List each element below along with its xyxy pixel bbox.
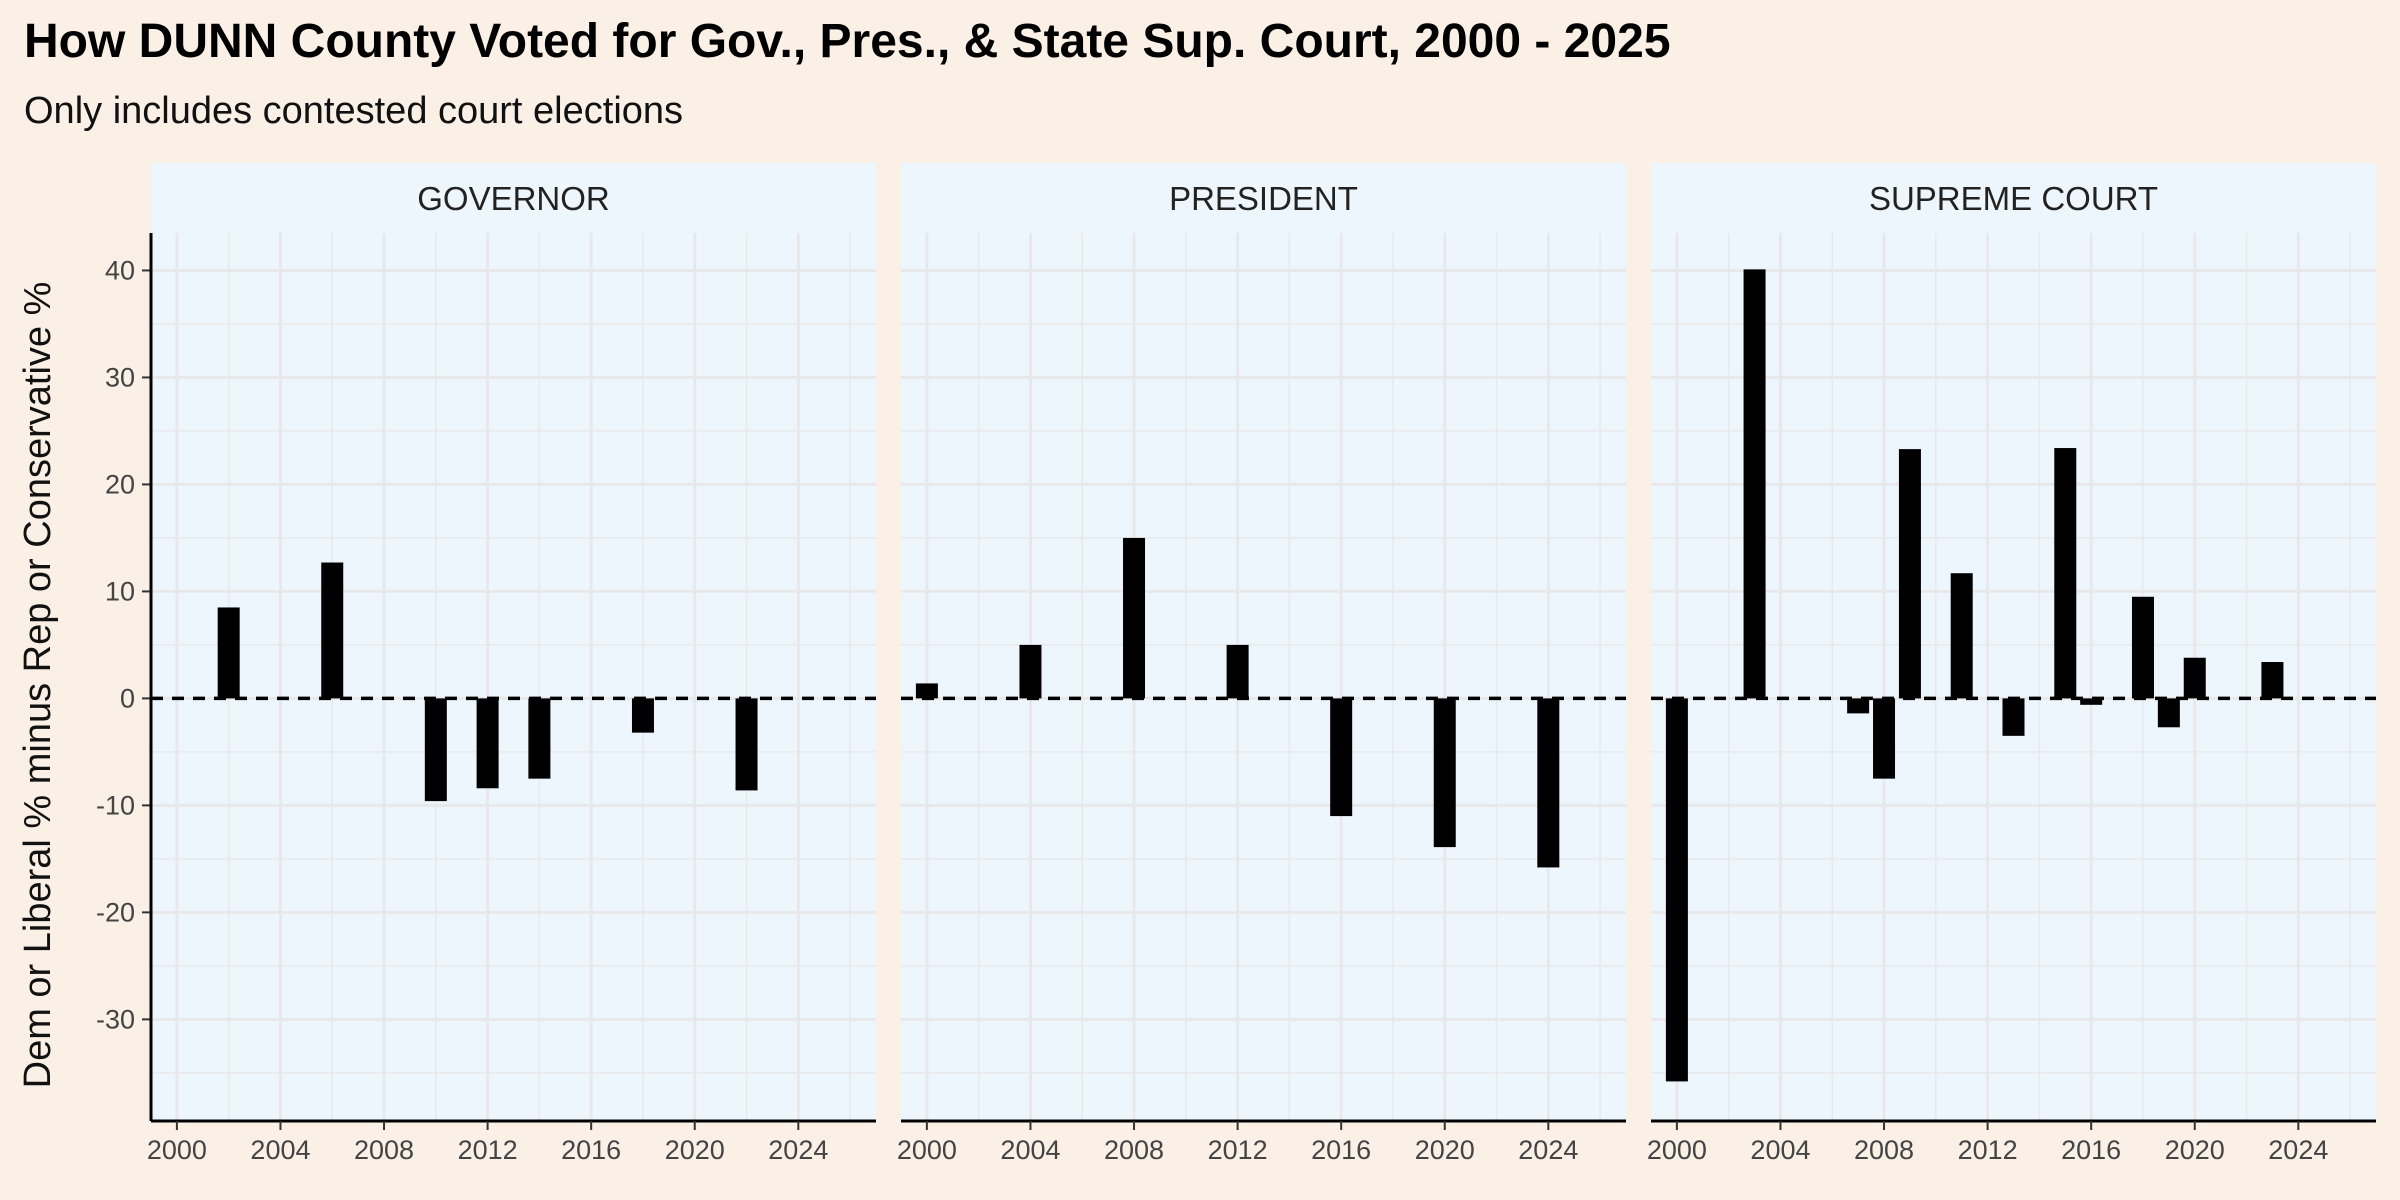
y-tick-label: 30 bbox=[105, 362, 135, 392]
x-tick-label: 2008 bbox=[354, 1135, 414, 1165]
facet-strip bbox=[901, 163, 1626, 233]
bar bbox=[1665, 698, 1688, 1082]
bar bbox=[1433, 698, 1456, 848]
chart-title: How DUNN County Voted for Gov., Pres., &… bbox=[24, 15, 1671, 68]
x-tick-label: 2000 bbox=[147, 1135, 207, 1165]
facet-panel: PRESIDENT 2000 2004 2008 2012 2016 2020 2024 bbox=[897, 163, 1626, 1165]
facet-panel-background bbox=[151, 233, 876, 1121]
bar bbox=[915, 683, 938, 699]
bar bbox=[1019, 644, 1042, 699]
bar bbox=[1873, 698, 1896, 779]
bar bbox=[424, 698, 447, 802]
x-tick-label: 2020 bbox=[2165, 1135, 2225, 1165]
y-tick-label: 10 bbox=[105, 576, 135, 606]
x-tick-label: 2012 bbox=[458, 1135, 518, 1165]
bar bbox=[2261, 662, 2284, 699]
bar bbox=[321, 562, 344, 699]
y-tick-label: 0 bbox=[120, 683, 135, 713]
bar bbox=[1226, 644, 1249, 699]
y-axis-title: Dem or Liberal % minus Rep or Conservati… bbox=[17, 282, 59, 1089]
facet-strip bbox=[151, 163, 876, 233]
x-tick-label: 2004 bbox=[1000, 1135, 1060, 1165]
facet-panel-background bbox=[901, 233, 1626, 1121]
facet-strip-label: GOVERNOR bbox=[417, 180, 610, 217]
facet-strip bbox=[1651, 163, 2376, 233]
facet-strip-label: SUPREME COURT bbox=[1869, 180, 2158, 217]
x-tick-label: 2004 bbox=[1750, 1135, 1810, 1165]
x-tick-label: 2016 bbox=[2061, 1135, 2121, 1165]
x-tick-label: 2008 bbox=[1854, 1135, 1914, 1165]
x-tick-label: 2016 bbox=[561, 1135, 621, 1165]
x-tick-label: 2000 bbox=[1647, 1135, 1707, 1165]
x-tick-label: 2024 bbox=[2268, 1135, 2328, 1165]
y-tick-label: 40 bbox=[105, 255, 135, 285]
x-tick-label: 2000 bbox=[897, 1135, 957, 1165]
y-tick-label: -20 bbox=[96, 897, 135, 927]
bar bbox=[528, 698, 551, 779]
y-tick-label: -30 bbox=[96, 1004, 135, 1034]
bar bbox=[1123, 537, 1146, 699]
bar bbox=[2002, 698, 2025, 736]
bar bbox=[631, 698, 654, 733]
facet-panel: GOVERNOR 2000 2004 2008 2012 2016 2020 2024 bbox=[147, 163, 876, 1165]
x-tick-label: 2012 bbox=[1958, 1135, 2018, 1165]
bar bbox=[1847, 698, 1870, 714]
bar bbox=[735, 698, 758, 791]
x-tick-label: 2024 bbox=[768, 1135, 828, 1165]
bar bbox=[1537, 698, 1560, 868]
x-tick-label: 2004 bbox=[250, 1135, 310, 1165]
bar bbox=[217, 607, 240, 699]
x-tick-label: 2016 bbox=[1311, 1135, 1371, 1165]
x-tick-label: 2024 bbox=[1518, 1135, 1578, 1165]
y-axis: 40 30 20 10 0 -10 -20 -30 bbox=[96, 255, 151, 1034]
bar bbox=[2183, 657, 2206, 699]
bar bbox=[1743, 269, 1766, 699]
x-tick-label: 2012 bbox=[1208, 1135, 1268, 1165]
bar bbox=[1898, 449, 1921, 699]
bar bbox=[1330, 698, 1353, 817]
x-tick-label: 2020 bbox=[665, 1135, 725, 1165]
bar bbox=[2054, 448, 2077, 699]
y-tick-label: -10 bbox=[96, 790, 135, 820]
bar bbox=[2131, 596, 2154, 699]
chart-subtitle: Only includes contested court elections bbox=[24, 90, 684, 132]
bar bbox=[2080, 698, 2103, 705]
facet-panel: SUPREME COURT 2000 2004 2008 2012 2016 2020 202… bbox=[1647, 163, 2376, 1165]
bar bbox=[2157, 698, 2180, 728]
y-tick-label: 20 bbox=[105, 469, 135, 499]
facet-strip-label: PRESIDENT bbox=[1169, 180, 1358, 217]
facet-panel-background bbox=[1651, 233, 2376, 1121]
bar bbox=[1950, 573, 1973, 699]
bar bbox=[476, 698, 499, 789]
x-tick-label: 2008 bbox=[1104, 1135, 1164, 1165]
x-tick-label: 2020 bbox=[1415, 1135, 1475, 1165]
